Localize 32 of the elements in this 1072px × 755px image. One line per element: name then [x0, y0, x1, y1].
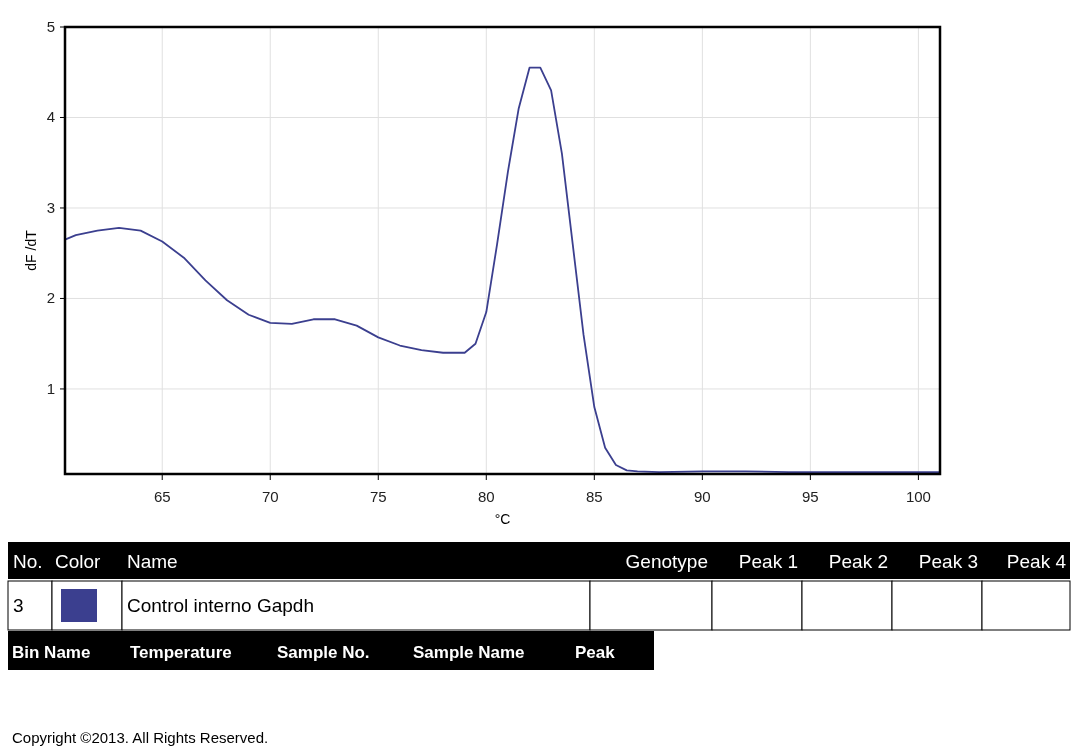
text: Peak	[575, 643, 616, 662]
text: Peak 2	[828, 551, 888, 572]
text: Sample Name	[413, 643, 525, 662]
x-tick-label: 70	[261, 488, 279, 505]
y-tick-label: 3	[46, 198, 55, 216]
x-axis-title: °C	[494, 511, 511, 527]
x-tick-label: 75	[369, 488, 387, 505]
text: Temperature	[130, 643, 232, 662]
x-tick-label: 100	[905, 488, 931, 505]
text: Peak 1	[738, 551, 798, 572]
x-tick-label: 65	[153, 488, 171, 505]
legend-label: Control interno Gapdh	[127, 595, 314, 616]
y-tick-label: 2	[46, 289, 55, 307]
text: Bin Name	[12, 643, 91, 662]
text: Copyright ©2013. All Rights Reserved.	[12, 729, 269, 746]
x-tick-label: 90	[694, 488, 711, 505]
text: Sample No.	[277, 643, 370, 662]
y-axis-title: dF /dT	[23, 229, 39, 271]
text: Peak 3	[918, 551, 978, 572]
text: 3	[13, 595, 24, 616]
x-tick-label: 85	[585, 488, 603, 505]
x-tick-label: 80	[477, 488, 495, 505]
text: Genotype	[625, 551, 708, 572]
line-series	[64, 66, 941, 474]
y-tick-label: 5	[46, 18, 55, 35]
text: No.	[13, 551, 43, 572]
text: Color	[55, 551, 102, 572]
x-tick-label: 95	[802, 488, 819, 505]
y-tick-label: 4	[46, 108, 55, 126]
y-tick-label: 1	[46, 379, 55, 397]
text: Peak 4	[1006, 551, 1067, 572]
text: Name	[127, 551, 178, 572]
